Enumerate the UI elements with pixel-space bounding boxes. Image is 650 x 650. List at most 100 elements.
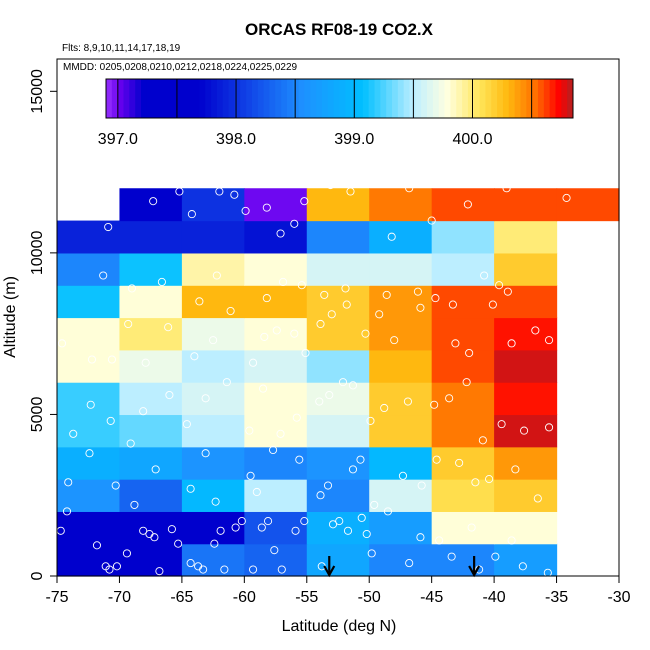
heatmap-cell [431, 188, 495, 222]
sample-point [463, 200, 472, 209]
sample-point [257, 523, 266, 532]
sample-point [475, 565, 484, 574]
sample-point [259, 384, 268, 393]
sample-point [149, 197, 158, 206]
heatmap-cell [306, 252, 370, 286]
colorbar-strip [532, 79, 539, 118]
heatmap-cell [306, 479, 370, 512]
sample-point [226, 306, 235, 316]
sample-point [182, 420, 191, 429]
sample-point [210, 539, 219, 548]
sample-point [488, 300, 497, 309]
sample-point [503, 287, 512, 296]
heatmap-cell [57, 543, 121, 577]
sample-point [187, 210, 196, 219]
colorbar-strip [111, 79, 119, 118]
colorbar-strip [292, 79, 300, 118]
sample-point [246, 471, 255, 480]
x-tick-label: -35 [545, 589, 568, 606]
sample-point [367, 549, 376, 558]
heatmap-cell [119, 252, 183, 286]
sample-point [122, 549, 131, 558]
sample-point [151, 465, 160, 474]
sample-point [252, 487, 261, 497]
sample-point [130, 500, 139, 509]
mmdd-note: MMDD: 0205,0208,0210,0212,0218,0224,0225… [63, 62, 298, 73]
sample-point [290, 219, 299, 228]
heatmap-cell [369, 382, 433, 416]
heatmap-cell [181, 511, 245, 545]
heatmap-cell [119, 543, 183, 577]
colorbar-strip [199, 79, 206, 118]
chart-title: ORCAS RF08-19 CO2.X [245, 20, 434, 39]
sample-point [167, 525, 176, 534]
colorbar: 397.0 398.0 399.0 400.0 [98, 78, 574, 148]
colorbar-strip [152, 79, 160, 118]
colorbar-strip [485, 79, 492, 118]
plot-frame [56, 58, 620, 577]
colorbar-strip [164, 79, 171, 118]
sample-point [533, 494, 542, 503]
colorbar-strip [316, 79, 323, 118]
sample-point [124, 319, 133, 329]
colorbar-strip [141, 79, 148, 118]
sample-point [485, 475, 494, 484]
location-arrow [323, 556, 336, 578]
sample-point [99, 271, 108, 280]
sample-point [341, 284, 350, 293]
colorbar-strip [502, 79, 510, 118]
x-tick-label: -45 [420, 589, 443, 606]
heatmap-cell [494, 479, 558, 512]
sample-point [241, 206, 250, 215]
sample-point [175, 187, 184, 196]
colorbar-strip [432, 79, 440, 118]
x-tick-label: -75 [45, 589, 68, 606]
x-tick-label: -50 [358, 589, 381, 606]
sample-point [260, 332, 269, 341]
sample-point [462, 378, 471, 387]
sample-point [295, 455, 304, 464]
sample-point [343, 526, 353, 535]
colorbar-tick-label: 398.0 [216, 131, 256, 148]
colorbar-strip [520, 79, 527, 118]
colorbar-strip [327, 79, 335, 118]
heatmap-cell [57, 479, 121, 512]
sample-point [106, 416, 115, 425]
heatmap-cell [119, 382, 183, 416]
sample-point [292, 413, 301, 422]
heatmap-cell [244, 252, 308, 286]
heatmap-cell [369, 414, 433, 448]
colorbar-strip [397, 79, 405, 118]
sample-point [104, 222, 113, 232]
sample-point [497, 420, 506, 429]
sample-point [190, 352, 199, 361]
sample-point [511, 465, 520, 474]
heatmap-cell [306, 511, 370, 545]
sample-point [216, 526, 225, 535]
heatmap-cell [431, 317, 495, 351]
sample-point [562, 193, 571, 202]
sample-point [531, 326, 540, 335]
heatmap-cell [431, 479, 495, 512]
x-axis: -75 -70 -65 -60 -55 -50 -45 -40 -35 -30 [45, 576, 631, 606]
heatmap-cell [306, 188, 370, 222]
heatmap-cell [244, 188, 308, 222]
sample-point [301, 348, 310, 358]
sample-point [290, 329, 299, 338]
heatmap-cell [431, 382, 495, 416]
sample-point [127, 284, 136, 293]
colorbar-strip [479, 79, 486, 118]
colorbar-tick-label: 400.0 [452, 131, 492, 148]
sample-point [413, 287, 422, 296]
heatmap-cell [181, 349, 245, 383]
x-tick-label: -65 [170, 589, 193, 606]
heatmap-cell [494, 543, 558, 577]
heatmap-cell [369, 479, 433, 512]
colorbar-strip [286, 79, 294, 118]
heatmap-cell [431, 252, 495, 286]
heatmap-cell [119, 188, 183, 222]
heatmap-cell [181, 220, 245, 254]
heatmap-cell [181, 543, 245, 577]
sample-point [186, 559, 195, 568]
heatmap-cell [119, 220, 183, 254]
